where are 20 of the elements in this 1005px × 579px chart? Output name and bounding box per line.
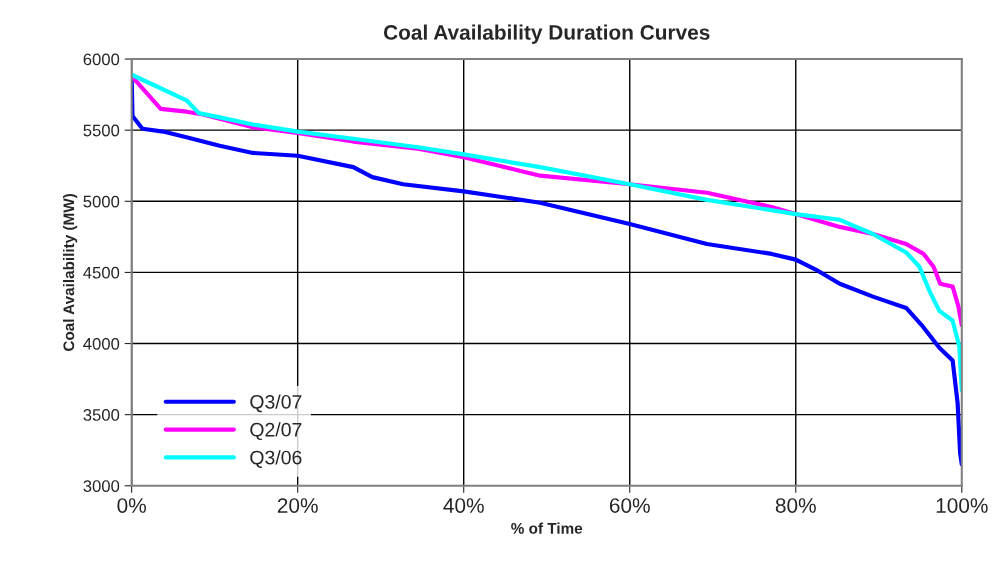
chart-title: Coal Availability Duration Curves bbox=[383, 24, 710, 44]
y-tick-label: 5500 bbox=[83, 124, 120, 137]
y-tick-label: 3500 bbox=[83, 409, 120, 421]
x-tick-label: 40% bbox=[443, 498, 484, 513]
y-tick-label: 3000 bbox=[83, 480, 120, 492]
y-axis-title: Coal Availability (MW) bbox=[62, 193, 78, 351]
x-tick-label: 0% bbox=[117, 498, 146, 513]
legend-label: Q3/06 bbox=[250, 450, 302, 468]
y-tick-label: 5000 bbox=[83, 195, 120, 208]
x-tick-label: 100% bbox=[936, 498, 988, 513]
x-tick-label: 60% bbox=[609, 498, 650, 513]
legend-label: Q2/07 bbox=[250, 422, 302, 441]
x-tick-label: 20% bbox=[277, 498, 318, 513]
x-axis-title: % of Time bbox=[511, 522, 583, 534]
x-tick-label: 80% bbox=[775, 498, 816, 513]
line-series bbox=[131, 72, 962, 393]
legend-label: Q3/07 bbox=[250, 394, 302, 413]
y-tick-label: 4000 bbox=[83, 337, 120, 350]
y-tick-label: 4500 bbox=[83, 266, 120, 279]
y-tick-label: 6000 bbox=[83, 53, 120, 66]
